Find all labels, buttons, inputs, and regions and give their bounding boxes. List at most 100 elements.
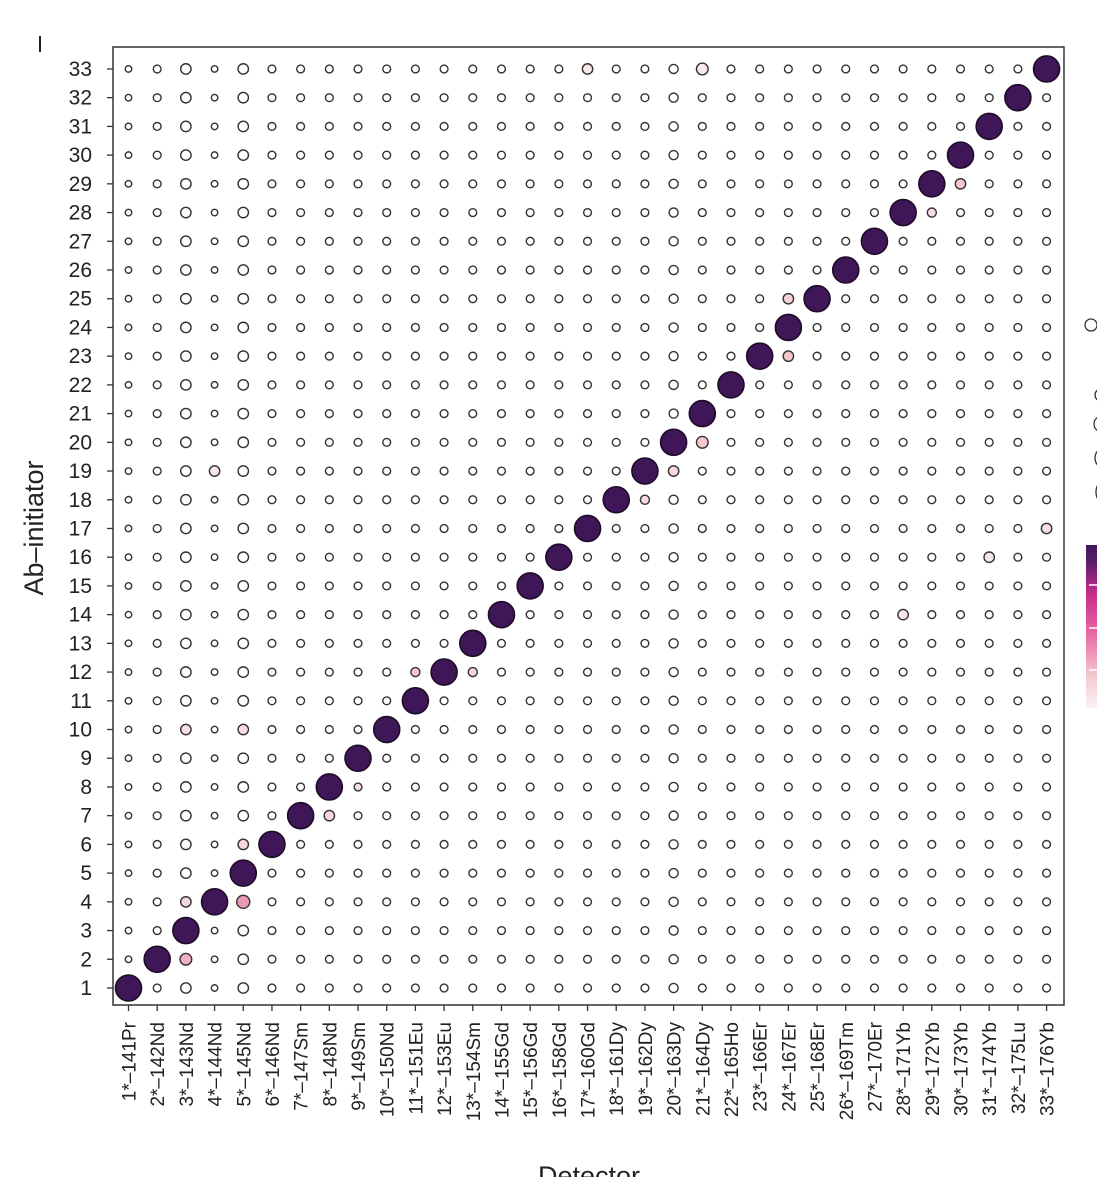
data-point bbox=[582, 552, 593, 562]
data-point bbox=[1041, 236, 1052, 246]
data-point bbox=[611, 638, 621, 648]
data-point bbox=[726, 294, 736, 304]
data-point bbox=[267, 552, 277, 562]
data-point bbox=[611, 351, 621, 361]
x-tick-label: 17*–160Gd bbox=[579, 1022, 600, 1118]
data-point bbox=[439, 265, 449, 275]
data-point bbox=[984, 380, 994, 390]
data-point bbox=[639, 494, 651, 506]
data-point bbox=[1013, 782, 1023, 792]
data-point bbox=[783, 409, 793, 419]
y-tick-label: 13 bbox=[69, 632, 92, 655]
data-point bbox=[468, 753, 478, 763]
data-point bbox=[1041, 868, 1052, 878]
data-point bbox=[382, 121, 392, 132]
data-point bbox=[353, 724, 363, 735]
y-tick-label: 26 bbox=[69, 259, 92, 282]
data-point bbox=[179, 264, 192, 276]
data-point bbox=[324, 581, 334, 591]
data-point bbox=[668, 264, 679, 276]
data-point bbox=[296, 839, 306, 850]
y-tick-label: 17 bbox=[69, 517, 92, 540]
data-point bbox=[812, 409, 822, 419]
data-point bbox=[152, 380, 162, 390]
data-point bbox=[324, 696, 334, 706]
data-point bbox=[382, 638, 392, 648]
data-point bbox=[984, 495, 994, 505]
data-point bbox=[525, 638, 535, 648]
data-point bbox=[267, 265, 277, 275]
data-point bbox=[582, 638, 593, 648]
data-point bbox=[755, 724, 765, 735]
data-point bbox=[496, 236, 507, 246]
diagonal-point bbox=[975, 112, 1004, 141]
x-axis-label: Detector bbox=[538, 1161, 640, 1177]
data-point bbox=[410, 294, 421, 304]
data-point bbox=[496, 265, 507, 275]
data-point bbox=[841, 581, 851, 591]
data-point bbox=[697, 638, 707, 648]
data-point bbox=[525, 64, 535, 74]
data-point bbox=[525, 667, 535, 677]
data-point bbox=[525, 409, 535, 419]
data-point bbox=[841, 724, 851, 735]
data-point bbox=[841, 868, 851, 878]
data-point bbox=[237, 465, 250, 477]
diagonal-point bbox=[458, 629, 487, 658]
data-point bbox=[697, 236, 707, 246]
data-point bbox=[267, 495, 277, 505]
data-point bbox=[525, 294, 535, 304]
diagonal-point bbox=[430, 658, 458, 686]
diagonal-point bbox=[229, 859, 258, 887]
data-point bbox=[124, 811, 133, 820]
data-point bbox=[410, 954, 421, 964]
data-point bbox=[525, 925, 535, 936]
data-point bbox=[668, 752, 679, 764]
data-point bbox=[869, 954, 880, 964]
diagonal-point bbox=[803, 284, 831, 313]
data-point bbox=[382, 552, 392, 562]
data-point bbox=[324, 753, 334, 763]
data-point bbox=[726, 638, 736, 648]
data-point bbox=[869, 811, 880, 821]
data-point bbox=[611, 380, 621, 390]
data-point bbox=[640, 552, 650, 562]
data-point bbox=[783, 466, 793, 476]
data-point bbox=[984, 437, 994, 447]
diagonal-point bbox=[860, 227, 889, 256]
data-point bbox=[726, 552, 736, 562]
data-point bbox=[382, 753, 392, 763]
data-point bbox=[869, 523, 880, 534]
data-point bbox=[582, 724, 593, 735]
data-point bbox=[984, 351, 994, 361]
data-point bbox=[267, 523, 277, 534]
data-point bbox=[468, 121, 478, 132]
data-point bbox=[668, 293, 679, 304]
data-point bbox=[496, 179, 507, 189]
data-point bbox=[755, 954, 765, 964]
data-point bbox=[611, 868, 621, 878]
data-point bbox=[898, 925, 908, 936]
data-point bbox=[124, 783, 133, 791]
data-point bbox=[210, 869, 219, 878]
data-point bbox=[697, 724, 707, 735]
data-point bbox=[124, 668, 133, 677]
data-point bbox=[152, 610, 162, 620]
data-point bbox=[1041, 811, 1052, 821]
x-tick-label: 3*–143Nd bbox=[177, 1022, 198, 1107]
data-point bbox=[324, 207, 334, 218]
data-point bbox=[210, 811, 219, 820]
data-point bbox=[124, 409, 133, 418]
data-point bbox=[179, 235, 192, 248]
data-point bbox=[668, 63, 679, 75]
data-point bbox=[611, 897, 621, 907]
data-point bbox=[410, 64, 421, 74]
data-point bbox=[582, 207, 593, 218]
data-point bbox=[382, 811, 392, 821]
data-point bbox=[755, 638, 765, 648]
x-tick-label: 28*–171Yb bbox=[894, 1022, 915, 1116]
data-point bbox=[927, 868, 937, 878]
data-point bbox=[525, 983, 535, 993]
data-point bbox=[611, 523, 621, 534]
data-point bbox=[841, 897, 851, 907]
